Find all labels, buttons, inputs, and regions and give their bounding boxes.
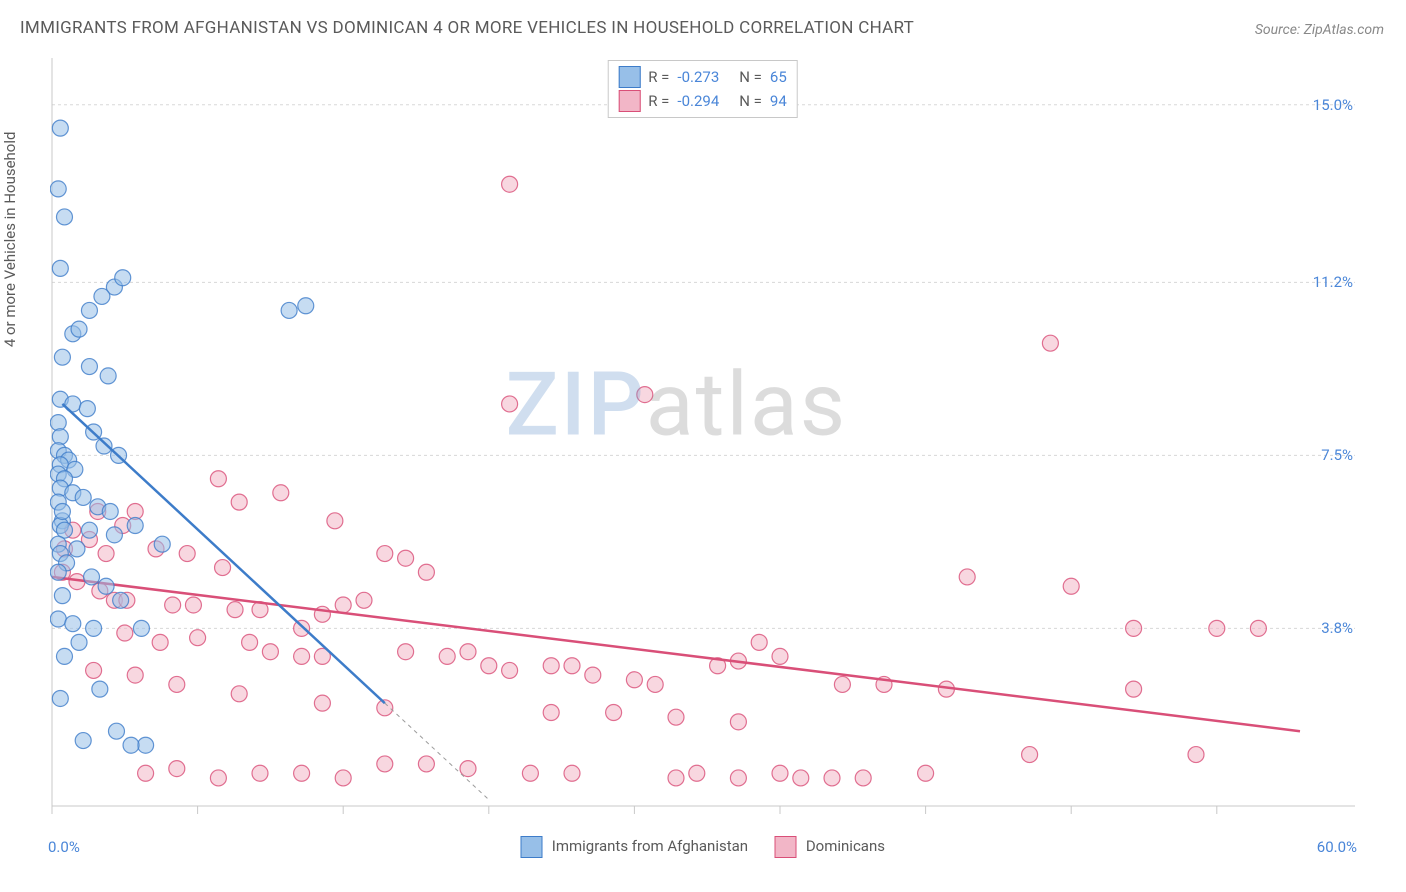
legend-r-value: -0.273 <box>677 68 719 86</box>
legend-item-series-1: Dominicans <box>774 836 885 858</box>
chart-title: IMMIGRANTS FROM AFGHANISTAN VS DOMINICAN… <box>20 18 914 38</box>
y-tick-label: 15.0% <box>1313 96 1353 114</box>
correlation-legend: R = -0.273 N = 65 R = -0.294 N = 94 <box>607 60 798 118</box>
y-tick-label: 3.8% <box>1321 619 1353 637</box>
series-legend: Immigrants from Afghanistan Dominicans <box>520 836 885 858</box>
legend-row-series-1: R = -0.294 N = 94 <box>618 89 787 113</box>
legend-n-value: 94 <box>770 92 787 110</box>
legend-swatch-icon <box>774 836 796 858</box>
legend-series-name: Dominicans <box>806 837 885 855</box>
legend-series-name: Immigrants from Afghanistan <box>552 837 748 855</box>
legend-swatch-icon <box>618 90 640 112</box>
scatter-plot <box>50 58 1355 828</box>
x-axis-max-label: 60.0% <box>1317 838 1357 856</box>
legend-item-series-0: Immigrants from Afghanistan <box>520 836 748 858</box>
legend-n-value: 65 <box>770 68 787 86</box>
legend-swatch-icon <box>520 836 542 858</box>
y-tick-label: 7.5% <box>1321 446 1353 464</box>
y-axis-label: 4 or more Vehicles in Household <box>1 132 19 348</box>
x-axis-min-label: 0.0% <box>48 838 80 856</box>
legend-r-label: R = <box>648 68 669 86</box>
legend-row-series-0: R = -0.273 N = 65 <box>618 65 787 89</box>
legend-n-label: N = <box>739 68 762 86</box>
legend-n-label: N = <box>739 92 762 110</box>
source-attribution: Source: ZipAtlas.com <box>1255 22 1384 38</box>
legend-r-label: R = <box>648 92 669 110</box>
chart-area: ZIPatlas R = -0.273 N = 65 R = -0.294 N … <box>50 58 1355 828</box>
legend-r-value: -0.294 <box>677 92 719 110</box>
legend-swatch-icon <box>618 66 640 88</box>
y-tick-label: 11.2% <box>1313 273 1353 291</box>
